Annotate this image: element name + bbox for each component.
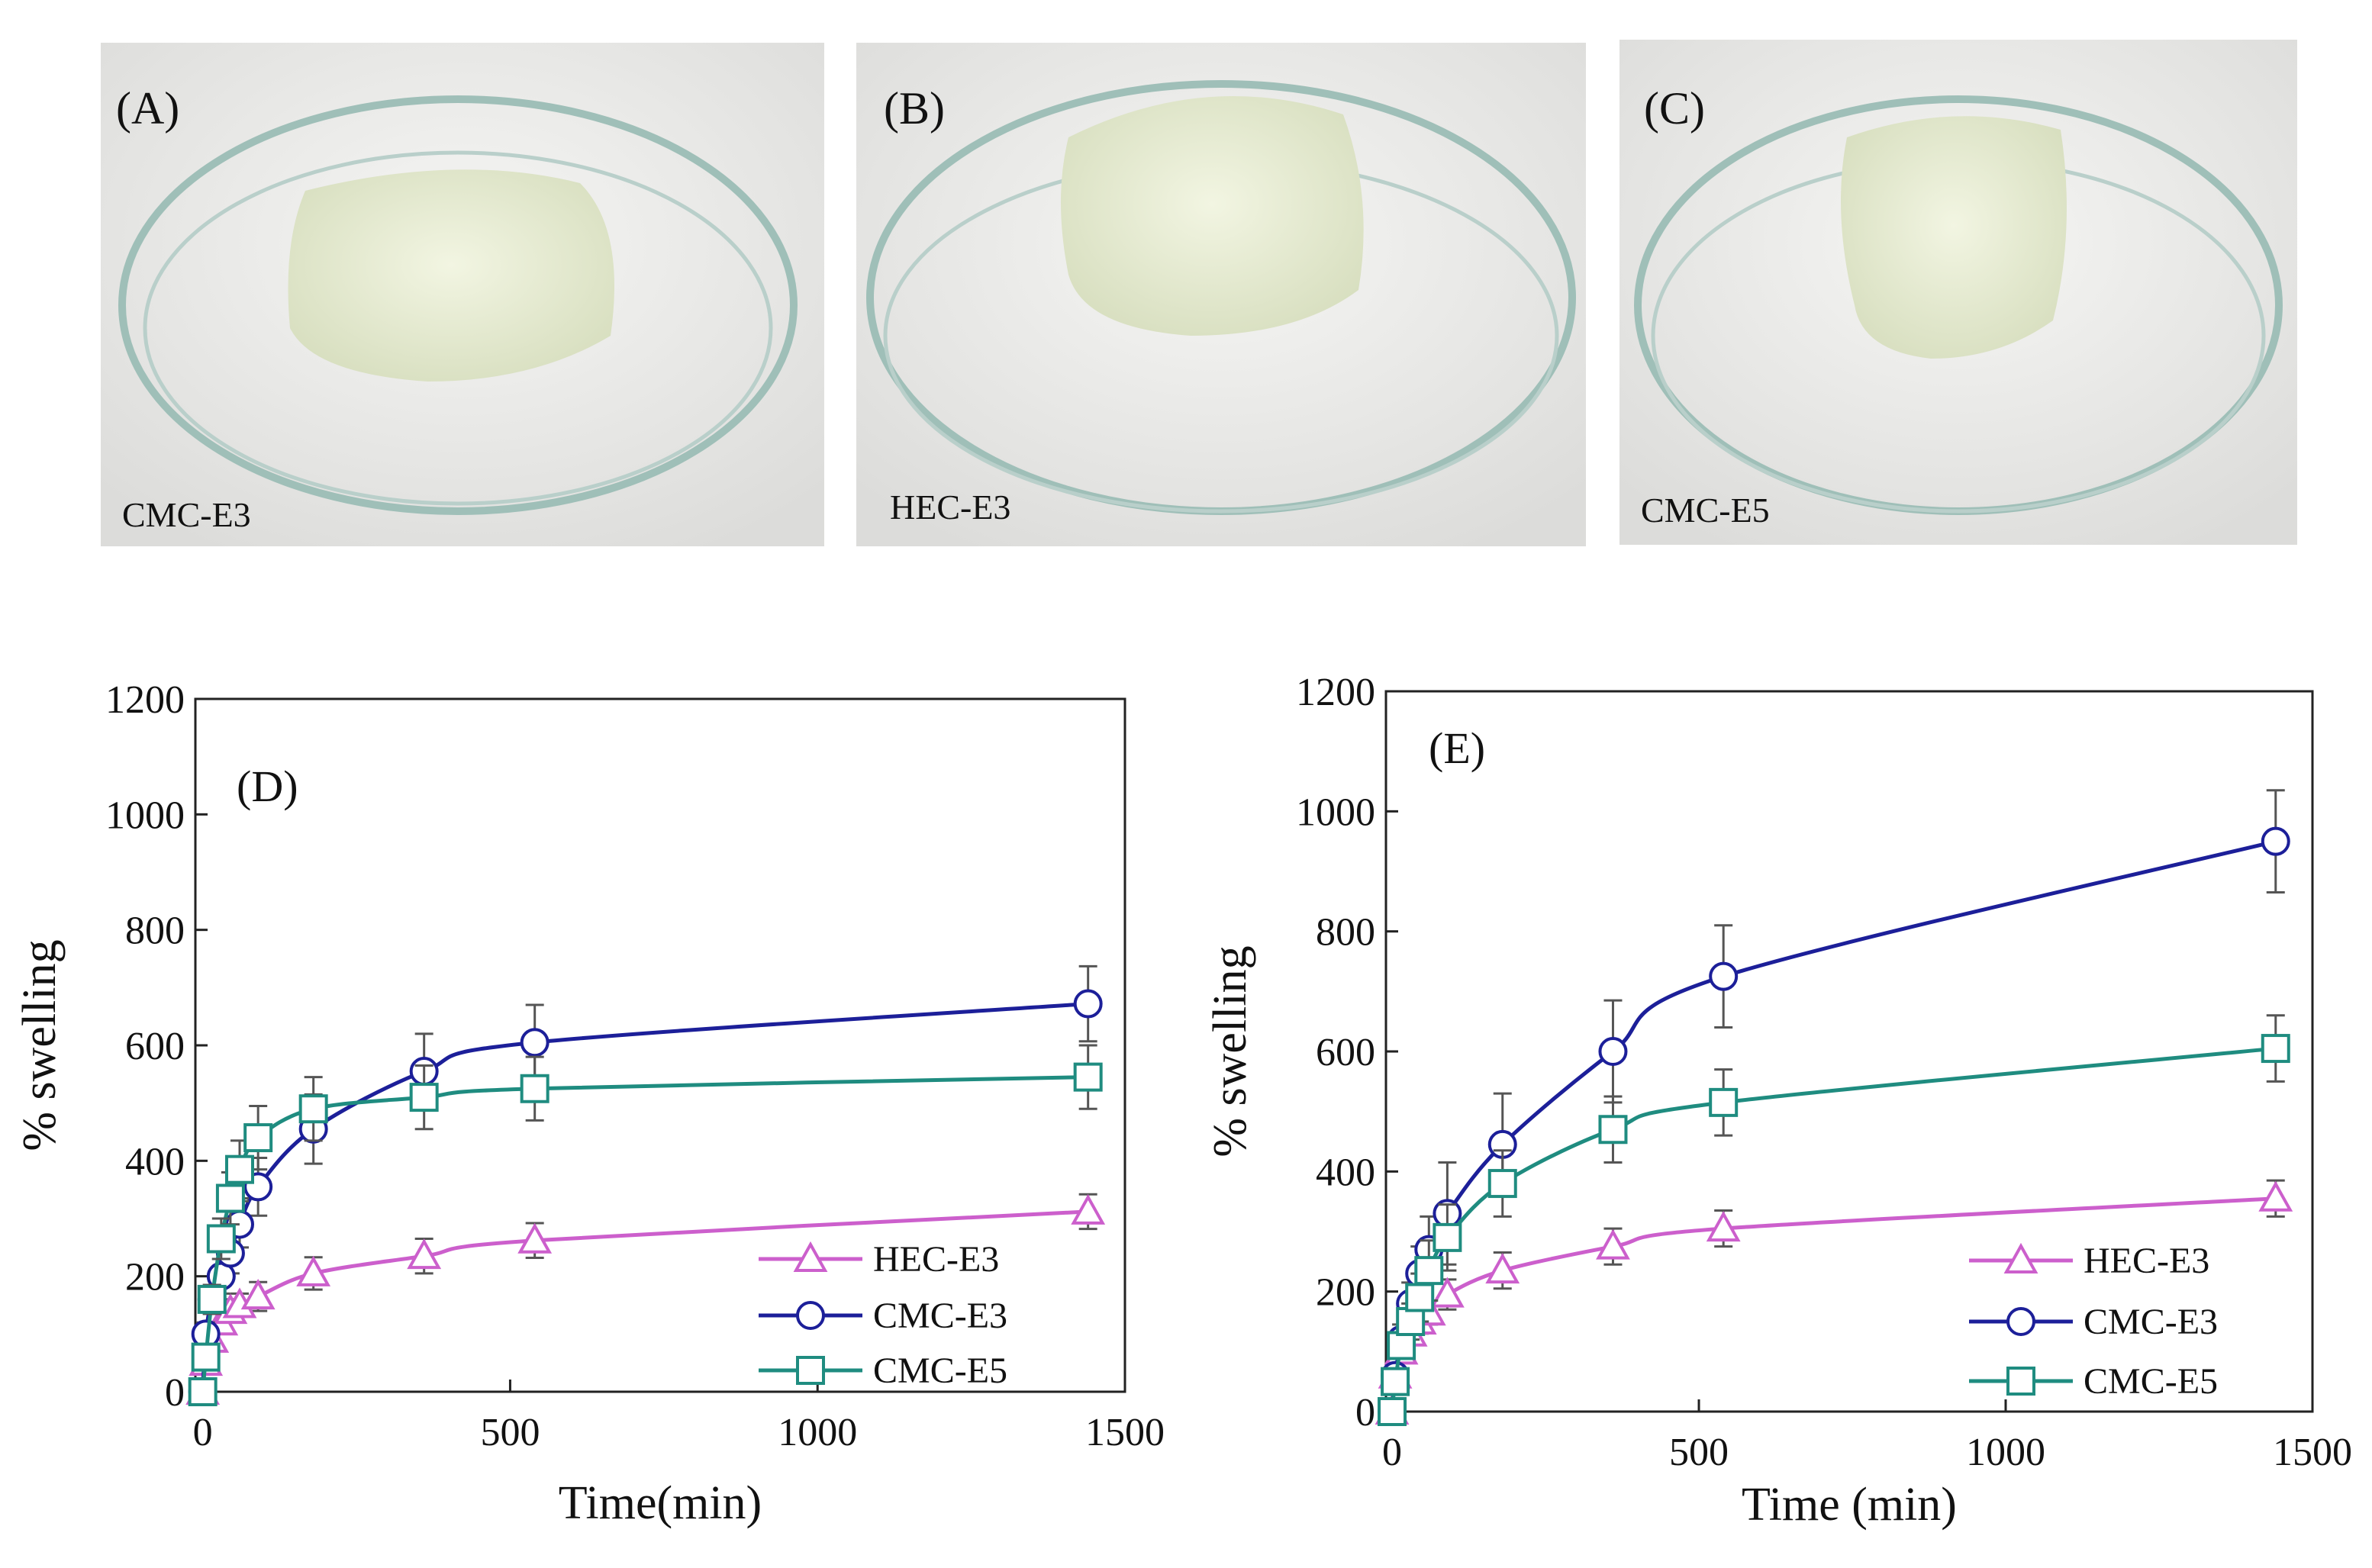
legend-label: HEC-E3 — [873, 1239, 999, 1280]
series-line — [1390, 1046, 2277, 1412]
marker — [1433, 1222, 1462, 1252]
y-axis-label: % swelling — [1204, 945, 1256, 1157]
y-tick-label: 0 — [1355, 1391, 1375, 1434]
photo-label: (A) — [116, 83, 179, 134]
legend-label: HEC-E3 — [2084, 1241, 2209, 1281]
marker — [1071, 1193, 1106, 1225]
marker — [1073, 989, 1103, 1019]
x-axis-label: Time(min) — [559, 1477, 762, 1529]
marker — [1596, 1228, 1630, 1260]
marker — [1598, 1115, 1628, 1145]
marker — [1381, 1367, 1410, 1396]
marker — [407, 1238, 442, 1270]
marker — [1706, 1210, 1741, 1242]
y-axis-label: % swelling — [14, 939, 66, 1151]
marker — [1709, 1087, 1739, 1117]
marker — [1387, 1331, 1416, 1360]
y-tick-label: 1000 — [1296, 790, 1375, 834]
marker — [520, 1028, 549, 1058]
y-tick-label: 800 — [125, 910, 185, 953]
legend-label: CMC-E5 — [2084, 1361, 2218, 1402]
photo-b: (B) HEC-E3 — [856, 43, 1586, 546]
panel-label: (D) — [237, 761, 298, 811]
marker — [2261, 1034, 2290, 1064]
y-tick-label: 1200 — [1296, 671, 1375, 714]
photo-a: (A) CMC-E3 — [101, 43, 824, 546]
marker — [1396, 1307, 1426, 1336]
y-tick-label: 200 — [1316, 1271, 1375, 1315]
x-tick-label: 1000 — [778, 1411, 857, 1454]
x-axis-label: Time (min) — [1742, 1479, 1957, 1531]
x-tick-label: 1500 — [1085, 1411, 1165, 1454]
marker — [1709, 961, 1739, 991]
y-tick-label: 1000 — [105, 794, 185, 837]
marker — [243, 1123, 273, 1153]
legend-label: CMC-E3 — [2084, 1302, 2218, 1342]
marker — [2261, 826, 2290, 856]
y-tick-label: 800 — [1316, 911, 1375, 955]
marker — [225, 1154, 254, 1184]
legend-marker — [793, 1241, 828, 1272]
marker — [191, 1342, 221, 1372]
legend-marker — [2006, 1367, 2035, 1396]
legend-marker — [796, 1301, 825, 1330]
y-tick-label: 400 — [125, 1140, 185, 1183]
marker — [1378, 1397, 1407, 1426]
marker — [1598, 1037, 1628, 1066]
y-tick-label: 600 — [125, 1025, 185, 1068]
photo-caption: CMC-E3 — [122, 495, 251, 534]
marker — [296, 1255, 331, 1286]
legend-label: CMC-E5 — [873, 1351, 1007, 1391]
marker — [409, 1083, 439, 1112]
y-tick-label: 0 — [165, 1371, 185, 1415]
y-tick-label: 600 — [1316, 1031, 1375, 1074]
marker — [215, 1183, 245, 1213]
photo-caption: HEC-E3 — [890, 488, 1010, 526]
photo-label: (B) — [884, 83, 945, 134]
marker — [520, 1074, 549, 1103]
photo-label: (C) — [1644, 83, 1705, 134]
marker — [2258, 1180, 2293, 1212]
chart: 0 200 400 600 800 1000 1200 0 500 1000 1500 Time(mi… — [14, 678, 1165, 1529]
x-tick-label: 1000 — [1966, 1431, 2045, 1474]
marker — [188, 1377, 218, 1406]
legend-marker — [796, 1356, 825, 1385]
marker — [1405, 1283, 1435, 1312]
marker — [1414, 1256, 1444, 1286]
chart: 0 200 400 600 800 1000 1200 0 500 1000 1500 Time (m… — [1204, 671, 2352, 1531]
x-tick-label: 1500 — [2273, 1431, 2352, 1474]
photo-c: (C) CMC-E5 — [1619, 40, 2297, 545]
x-tick-label: 500 — [1669, 1431, 1729, 1474]
x-tick-label: 0 — [193, 1411, 213, 1454]
plot-frame — [194, 697, 1126, 1393]
y-tick-label: 1200 — [105, 678, 185, 722]
marker — [206, 1224, 236, 1254]
marker — [298, 1094, 328, 1124]
legend-marker — [2003, 1242, 2038, 1273]
photo-caption: CMC-E5 — [1641, 491, 1770, 530]
panel-label: (E) — [1429, 723, 1485, 773]
legend-marker — [2006, 1307, 2035, 1336]
marker — [240, 1279, 276, 1310]
y-tick-label: 400 — [1316, 1151, 1375, 1194]
marker — [1429, 1277, 1465, 1308]
marker — [1487, 1169, 1517, 1199]
marker — [517, 1222, 553, 1254]
x-tick-label: 500 — [480, 1411, 540, 1454]
marker — [1485, 1253, 1520, 1284]
legend-label: CMC-E3 — [873, 1296, 1007, 1336]
y-tick-label: 200 — [125, 1256, 185, 1299]
marker — [197, 1284, 227, 1314]
marker — [1073, 1062, 1103, 1092]
x-tick-label: 0 — [1382, 1431, 1402, 1474]
